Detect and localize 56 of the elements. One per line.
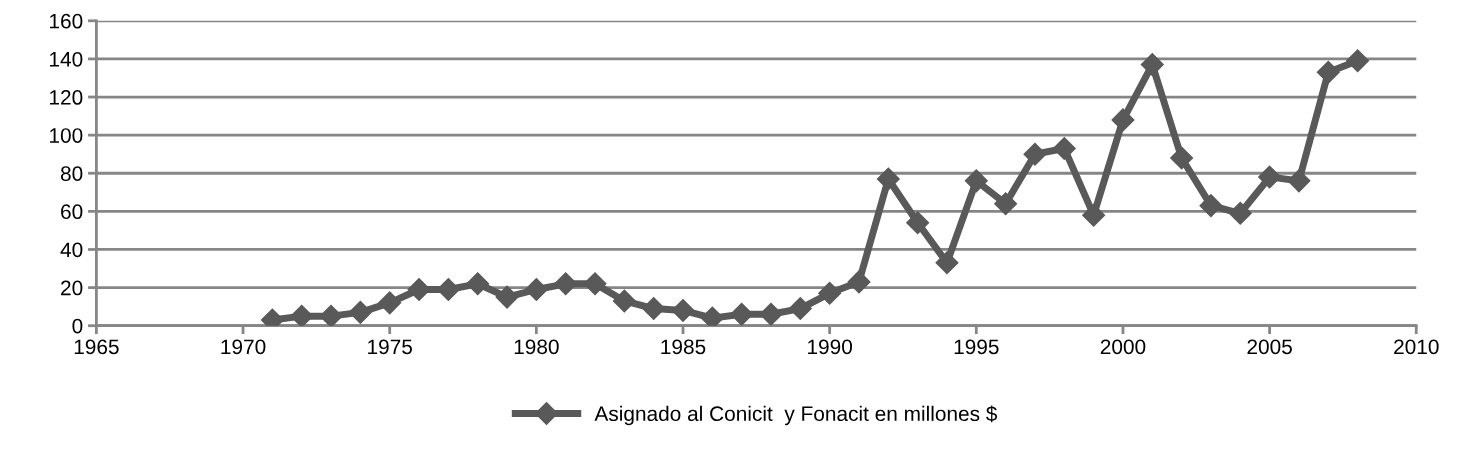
point xyxy=(935,251,959,275)
point xyxy=(1287,169,1311,193)
point xyxy=(1052,136,1076,160)
y-tick-label: 40 xyxy=(60,242,83,258)
point xyxy=(554,272,578,296)
point xyxy=(759,302,783,326)
y-tick-label: 60 xyxy=(61,204,83,220)
x-tick-label: 1970 xyxy=(221,339,266,355)
y-tick-label: 120 xyxy=(50,90,83,105)
point xyxy=(1140,53,1164,77)
point xyxy=(1111,108,1135,132)
y-tick-label: 140 xyxy=(50,51,83,67)
point xyxy=(671,298,695,322)
point xyxy=(906,211,930,235)
point xyxy=(378,291,402,315)
point xyxy=(1316,60,1340,84)
point xyxy=(583,272,607,296)
point xyxy=(1023,142,1047,166)
point xyxy=(788,297,812,321)
y-tick-label: 0 xyxy=(72,318,83,334)
y-tick-label: 20 xyxy=(61,280,83,296)
point xyxy=(290,304,314,326)
x-tick-label: 2005 xyxy=(1247,339,1292,355)
y-tick-label: 160 xyxy=(50,13,83,29)
point xyxy=(700,306,724,326)
x-tick-label: 1980 xyxy=(514,339,559,355)
legend-label: Asignado al Conicit y Fonacit en millones $ xyxy=(594,405,998,426)
x-tick-label: 1990 xyxy=(808,339,853,355)
point xyxy=(1228,201,1252,225)
y-tick-label: 100 xyxy=(50,128,83,143)
point xyxy=(730,302,754,326)
point xyxy=(348,300,372,324)
point xyxy=(495,285,519,309)
point xyxy=(319,304,343,326)
y-tick-label: 80 xyxy=(60,166,83,181)
x-tick-label: 2000 xyxy=(1100,339,1146,355)
point xyxy=(407,278,431,301)
point xyxy=(1170,146,1194,170)
x-tick-label: 1985 xyxy=(661,339,706,355)
point xyxy=(1258,165,1282,189)
point xyxy=(466,272,490,296)
point xyxy=(847,270,871,294)
point xyxy=(1346,49,1370,73)
point xyxy=(964,169,988,193)
point xyxy=(612,289,636,313)
x-tick-label: 1965 xyxy=(74,339,119,355)
x-tick-label: 1995 xyxy=(954,339,999,355)
point xyxy=(1082,203,1106,227)
point xyxy=(994,192,1018,216)
point xyxy=(818,281,842,305)
point xyxy=(876,167,900,191)
point xyxy=(1199,194,1223,218)
x-tick-label: 2010 xyxy=(1394,339,1439,355)
x-tick-label: 1975 xyxy=(368,339,412,355)
point xyxy=(524,278,548,301)
point xyxy=(642,297,666,321)
